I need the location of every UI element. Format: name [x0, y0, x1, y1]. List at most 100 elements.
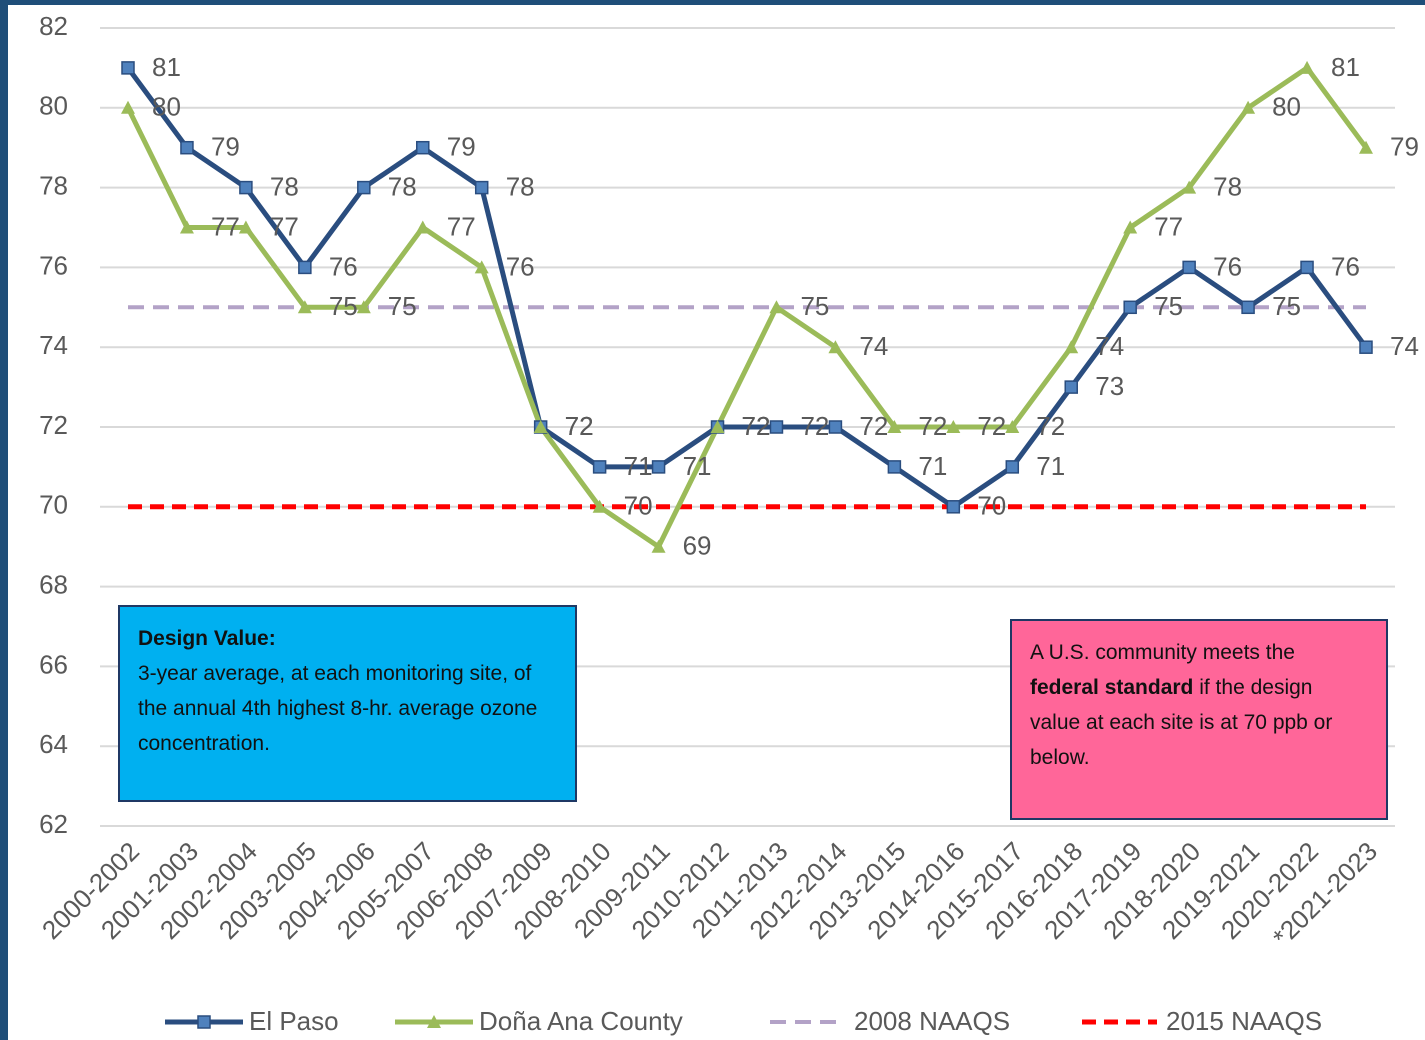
data-label: 78	[270, 171, 299, 201]
data-label: 72	[742, 411, 771, 441]
data-label: 70	[977, 491, 1006, 521]
data-point	[179, 220, 194, 234]
y-tick-label: 76	[39, 250, 68, 280]
data-label: 75	[1272, 291, 1301, 321]
data-label: 73	[1095, 371, 1124, 401]
data-point	[1005, 420, 1020, 433]
data-label: 75	[800, 291, 829, 321]
data-point	[1359, 140, 1373, 154]
data-point	[1300, 60, 1315, 74]
annotation-text: 3-year average, at each monitoring site,…	[138, 662, 538, 755]
y-tick-label: 80	[39, 91, 68, 121]
data-label: 78	[1213, 171, 1242, 201]
y-tick-label: 64	[39, 729, 68, 759]
legend-label: Doña Ana County	[479, 1006, 683, 1036]
data-point	[415, 220, 430, 234]
data-label: 71	[683, 451, 712, 481]
data-label: 70	[624, 491, 653, 521]
data-label: 78	[506, 171, 535, 201]
annotation-text: A U.S. community meets the	[1030, 641, 1295, 664]
data-point	[769, 420, 784, 434]
data-point	[592, 460, 607, 474]
data-point	[1182, 260, 1196, 275]
data-point	[769, 300, 784, 314]
data-label: 75	[1154, 291, 1183, 321]
data-label: 75	[388, 291, 417, 321]
data-label: 79	[1390, 132, 1419, 162]
annotation-box: Design Value: 3-year average, at each mo…	[118, 605, 577, 802]
data-point	[1123, 300, 1137, 315]
legend-marker	[197, 1015, 211, 1029]
data-label: 72	[859, 411, 888, 441]
data-point	[533, 420, 548, 433]
data-label: 79	[447, 132, 476, 162]
data-label: 72	[742, 411, 771, 441]
data-label: 76	[1213, 251, 1242, 281]
data-label: 76	[329, 251, 358, 281]
data-label: 72	[1036, 411, 1065, 441]
y-tick-label: 78	[39, 170, 68, 200]
data-point	[1241, 300, 1255, 315]
y-tick-label: 72	[39, 410, 68, 440]
data-point	[1359, 340, 1373, 354]
data-point	[474, 180, 489, 195]
annotation-heading: Design Value:	[138, 627, 276, 650]
data-point	[1123, 220, 1138, 234]
data-label: 74	[859, 331, 888, 361]
data-point	[1300, 260, 1314, 275]
data-label: 77	[211, 211, 240, 241]
data-label: 76	[506, 251, 535, 281]
data-label: 79	[211, 132, 240, 162]
data-point	[946, 420, 961, 433]
data-label: 71	[918, 451, 947, 481]
annotation-text: if the design value at each site is at 7…	[1030, 676, 1333, 769]
y-tick-label: 74	[39, 330, 68, 360]
y-tick-label: 62	[39, 809, 68, 839]
y-tick-label: 66	[39, 649, 68, 679]
y-tick-label: 70	[39, 490, 68, 520]
data-point	[180, 140, 194, 155]
data-label: 78	[388, 171, 417, 201]
data-label: 80	[152, 92, 181, 122]
data-point	[474, 260, 489, 274]
data-point	[416, 140, 430, 155]
data-point	[297, 300, 312, 314]
data-label: 74	[1095, 331, 1124, 361]
y-tick-label: 68	[39, 569, 68, 599]
data-point	[1005, 460, 1020, 474]
series-line	[125, 65, 1369, 550]
series-line	[125, 66, 1369, 510]
data-point	[357, 180, 371, 195]
data-point	[298, 260, 312, 275]
data-label: 72	[918, 411, 947, 441]
data-label: 77	[1154, 211, 1183, 241]
data-label: 77	[270, 211, 299, 241]
legend-label: 2015 NAAQS	[1166, 1006, 1322, 1036]
data-point	[651, 539, 666, 553]
data-label: 74	[1390, 331, 1419, 361]
data-point	[710, 420, 725, 433]
data-label: 81	[1331, 52, 1360, 82]
data-point	[356, 300, 371, 314]
data-point	[1064, 380, 1078, 394]
data-label: 72	[977, 411, 1006, 441]
data-point	[121, 61, 135, 75]
data-point	[887, 420, 902, 433]
data-point	[887, 460, 902, 474]
data-label: 72	[565, 411, 594, 441]
data-point	[121, 100, 135, 114]
annotation-box: A U.S. community meets the federal stand…	[1010, 619, 1388, 820]
data-label: 71	[624, 451, 653, 481]
legend-marker	[427, 1015, 441, 1028]
data-label: 69	[683, 531, 712, 561]
legend-label: El Paso	[249, 1006, 339, 1036]
data-point	[1064, 340, 1079, 354]
data-point	[651, 460, 666, 474]
data-point	[828, 340, 843, 354]
data-label: 72	[800, 411, 829, 441]
annotation-bold: federal standard	[1030, 676, 1194, 699]
data-label: 72	[565, 411, 594, 441]
data-point	[238, 220, 253, 234]
